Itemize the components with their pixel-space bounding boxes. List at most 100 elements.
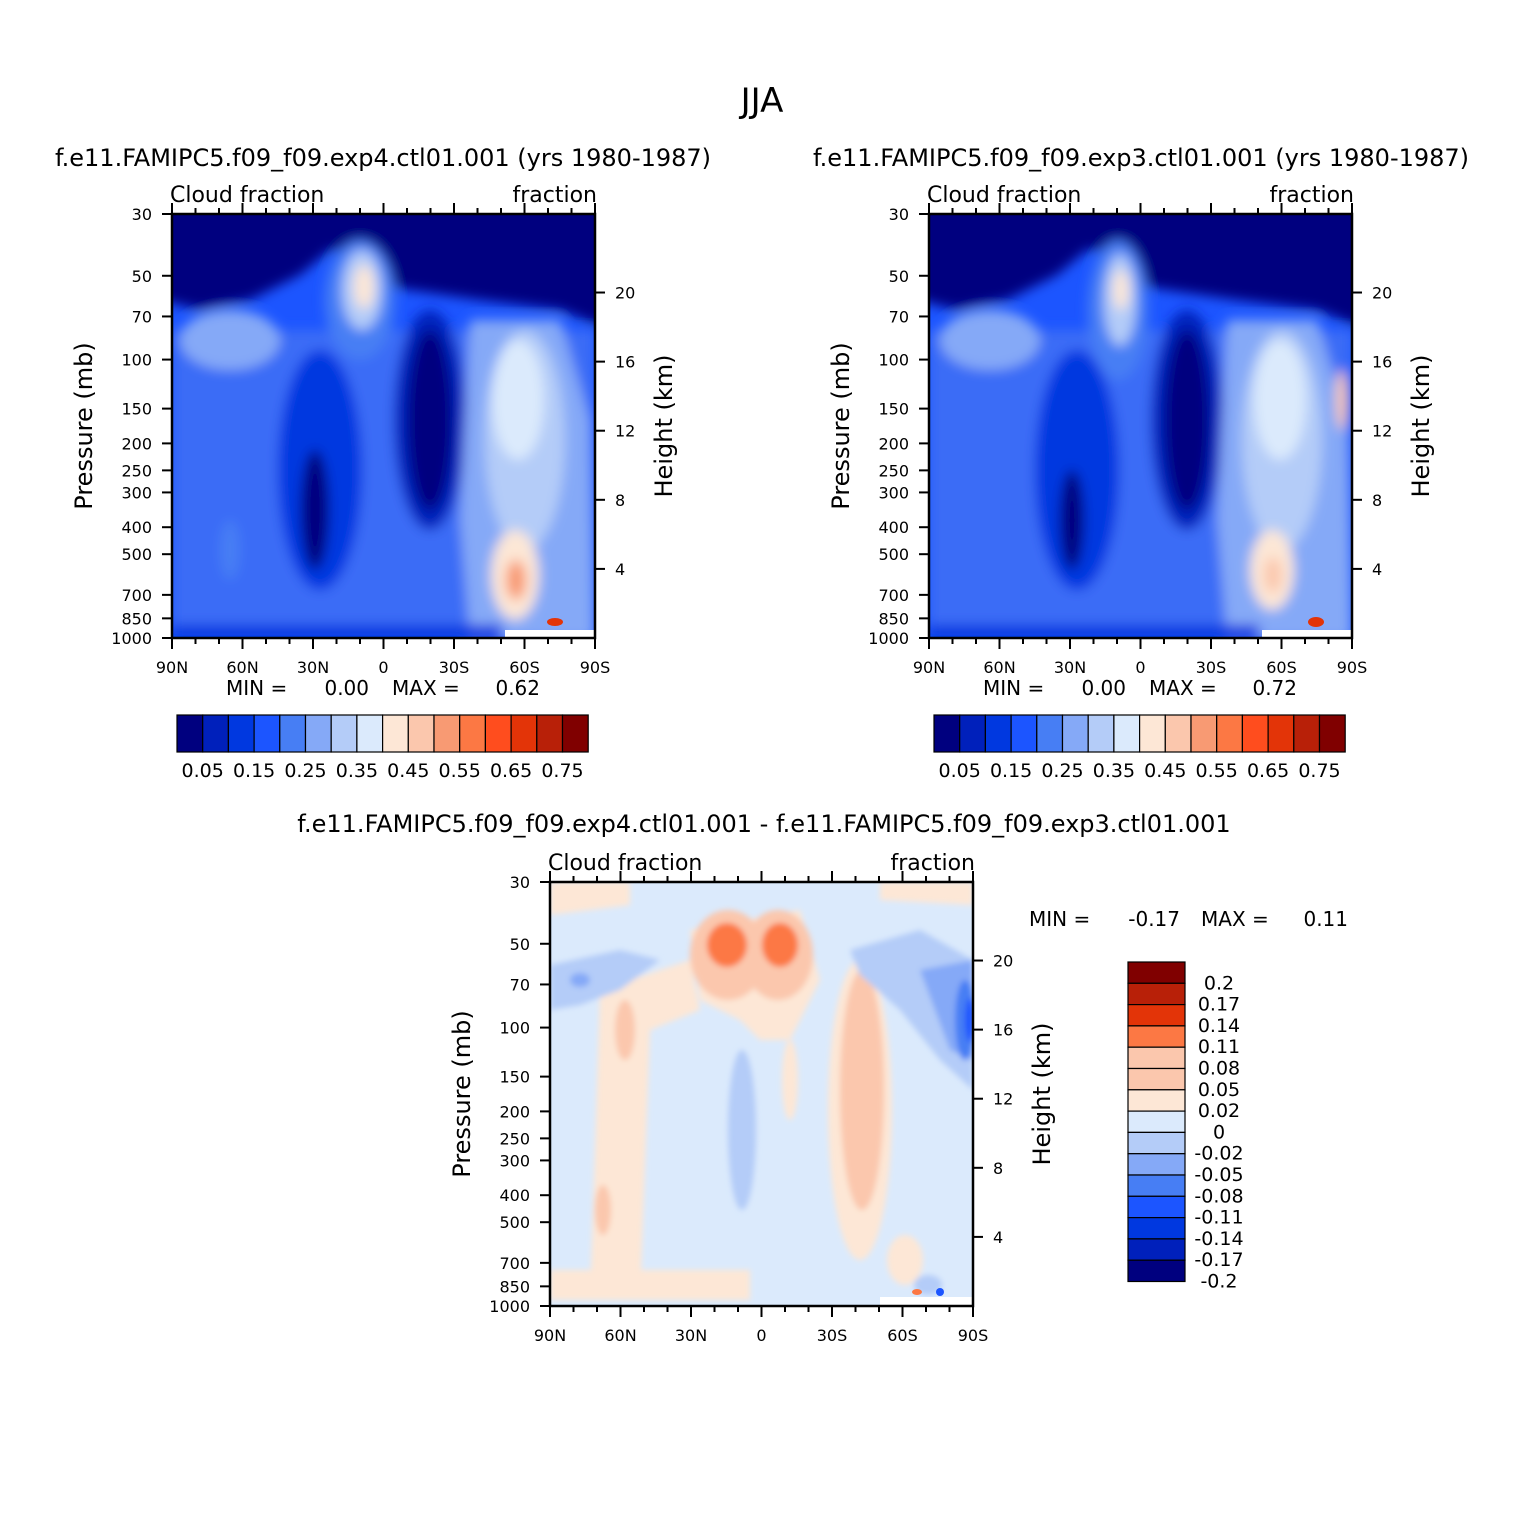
colorbar-swatch <box>1293 714 1321 753</box>
colorbar-swatch <box>1127 961 1186 984</box>
y2-axis-label: Height (km) <box>1407 355 1435 498</box>
y-tick-label: 300 <box>121 483 152 502</box>
colorbar-swatch <box>1127 982 1186 1006</box>
colorbar-swatch <box>1127 1089 1186 1112</box>
y2-tick-label: 4 <box>1372 560 1382 579</box>
colorbar-swatch <box>1127 1025 1186 1048</box>
colorbar-swatch <box>1127 1238 1186 1261</box>
colorbar-label: 0.65 <box>1247 760 1289 782</box>
y2-tick-label: 12 <box>1372 422 1392 441</box>
colorbar-swatch <box>459 714 487 753</box>
colorbar-swatch <box>304 714 332 753</box>
colorbar-swatch <box>984 714 1012 753</box>
x-tick-label: 30N <box>675 1326 707 1345</box>
colorbar-label: 0.75 <box>541 760 583 782</box>
y2-tick-label: 8 <box>993 1159 1003 1178</box>
y2-tick-label: 20 <box>993 952 1013 971</box>
panel-exp4: f.e11.FAMIPC5.f09_f09.exp4.ctl01.001 (yr… <box>55 144 711 782</box>
y-tick-label: 150 <box>499 1068 530 1087</box>
y-tick-label: 50 <box>889 267 909 286</box>
colorbar-swatch <box>1036 714 1064 753</box>
x-tick-label: 60N <box>983 658 1015 677</box>
left-label: Cloud fraction <box>548 851 702 876</box>
y2-tick-label: 16 <box>993 1021 1013 1040</box>
y2-tick-label: 4 <box>615 560 625 579</box>
x-tick-label: 30S <box>439 658 470 677</box>
colorbar-label: 0.45 <box>1144 760 1186 782</box>
x-tick-label: 90S <box>1337 658 1368 677</box>
left-label: Cloud fraction <box>170 183 324 208</box>
y2-tick-label: 16 <box>1372 353 1392 372</box>
y-tick-label: 70 <box>510 975 530 994</box>
y-tick-label: 100 <box>878 351 909 370</box>
x-tick-label: 60N <box>604 1326 636 1345</box>
colorbar-swatch <box>1061 714 1089 753</box>
colorbar-label: 0.11 <box>1198 1036 1240 1058</box>
y-tick-label: 30 <box>132 205 152 224</box>
colorbar-label: 0.05 <box>939 760 981 782</box>
y-tick-label: 200 <box>121 434 152 453</box>
x-tick-label: 60S <box>1266 658 1297 677</box>
y-tick-label: 50 <box>132 267 152 286</box>
colorbar-swatch <box>202 714 229 753</box>
colorbar-label: -0.11 <box>1194 1207 1243 1229</box>
y-tick-label: 400 <box>878 518 909 537</box>
max-label: MAX = <box>392 676 460 700</box>
y2-tick-label: 16 <box>615 353 635 372</box>
y2-tick-label: 12 <box>615 422 635 441</box>
max-value: 0.11 <box>1303 907 1348 931</box>
colorbar-swatch <box>1127 1259 1186 1283</box>
y-tick-label: 850 <box>499 1277 530 1296</box>
y2-tick-label: 8 <box>615 491 625 510</box>
colorbar-swatch <box>561 714 589 753</box>
panel-exp3: f.e11.FAMIPC5.f09_f09.exp3.ctl01.001 (yr… <box>813 144 1469 782</box>
colorbar-swatch <box>1127 1003 1186 1027</box>
right-label: fraction <box>512 183 597 208</box>
colorbar-swatch <box>176 714 204 753</box>
colorbar-swatch <box>1127 1195 1186 1219</box>
y-tick-label: 850 <box>878 609 909 628</box>
colorbar-swatch <box>1138 714 1166 753</box>
max-value: 0.72 <box>1252 676 1297 700</box>
colorbar-label: -0.17 <box>1194 1249 1243 1271</box>
colorbar-label: 0.2 <box>1204 972 1234 994</box>
colorbar-swatch <box>1127 1110 1186 1133</box>
stats: MIN = -0.17 MAX = 0.11 <box>1029 907 1348 931</box>
colorbar-swatch <box>330 714 358 753</box>
y-tick-label: 30 <box>510 873 530 892</box>
page-title: JJA <box>739 81 784 121</box>
colorbar-label: 0.15 <box>233 760 275 782</box>
max-label: MAX = <box>1201 907 1269 931</box>
y-tick-label: 300 <box>499 1151 530 1170</box>
colorbar-label: -0.2 <box>1200 1271 1237 1293</box>
colorbar-swatch <box>933 714 961 753</box>
y2-axis-label: Height (km) <box>1028 1023 1056 1166</box>
x-tick-label: 30N <box>297 658 329 677</box>
colorbar-label: 0.55 <box>1196 760 1238 782</box>
y-tick-label: 250 <box>499 1129 530 1148</box>
colorbar-label: 0.15 <box>990 760 1032 782</box>
colorbar-swatch <box>1318 714 1346 753</box>
max-value: 0.62 <box>495 676 540 700</box>
y-axis-label: Pressure (mb) <box>70 342 98 509</box>
colorbar-label: -0.05 <box>1194 1164 1243 1186</box>
colorbar-swatch <box>1113 714 1141 753</box>
y-tick-label: 70 <box>889 307 909 326</box>
y-tick-label: 100 <box>499 1019 530 1038</box>
colorbar-swatch <box>1267 714 1295 753</box>
colorbar: 0.05 0.15 0.25 0.35 0.45 0.55 0.65 0.75 <box>176 714 589 782</box>
min-label: MIN = <box>226 676 287 700</box>
x-tick-label: 60N <box>226 658 258 677</box>
colorbar-swatch <box>433 714 461 753</box>
x-tick-label: 90N <box>156 658 188 677</box>
colorbar-swatch <box>1127 1153 1186 1176</box>
y-tick-label: 200 <box>878 434 909 453</box>
colorbar: 0.20.170.140.110.080.050.020-0.02-0.05-0… <box>1127 961 1244 1293</box>
y-axis-label: Pressure (mb) <box>827 342 855 509</box>
colorbar-label: 0.35 <box>1093 760 1135 782</box>
colorbar-swatch <box>227 714 255 753</box>
colorbar-swatch <box>1010 714 1038 753</box>
y-tick-label: 1000 <box>111 629 152 648</box>
x-tick-label: 90N <box>534 1326 566 1345</box>
